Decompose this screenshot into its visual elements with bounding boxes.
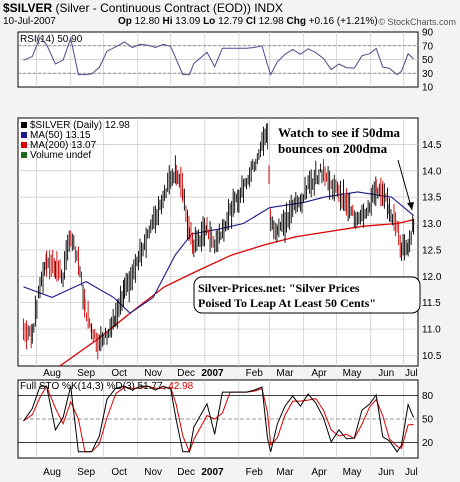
x-tick-label-top: Sep	[77, 368, 95, 379]
x-tick-label-bottom: 2007	[201, 467, 224, 478]
x-tick-label-top: 2007	[201, 368, 224, 379]
price-tick-label: 12.5	[422, 245, 442, 256]
close-label: Cl	[245, 16, 256, 27]
rsi-legend: RSI(14) 50.90	[20, 34, 83, 45]
change-value: +0.16 (+1.21%)	[308, 16, 378, 27]
sto-tick-label: 80	[422, 391, 434, 402]
annotation-watch-line: bounces on 200dma	[278, 141, 388, 156]
annotation-headline-box	[193, 276, 421, 314]
price-tick-label: 14.5	[422, 140, 442, 151]
watermark: © StockCharts.com	[378, 17, 456, 27]
x-tick-label-bottom: Nov	[144, 467, 162, 478]
high-value: 13.09	[175, 16, 201, 27]
symbol: $SILVER	[3, 1, 53, 15]
x-tick-label-bottom: Feb	[246, 467, 264, 478]
low-value: 12.79	[218, 16, 244, 27]
price-legend-entry: Volume undef	[30, 150, 91, 161]
x-tick-label-top: Jun	[378, 368, 394, 379]
price-tick-label: 10.5	[422, 351, 442, 362]
low-label: Lo	[203, 16, 216, 27]
x-tick-label-bottom: Jul	[405, 467, 418, 478]
price-legend-entry: MA(200) 13.07	[30, 140, 97, 151]
price-tick-label: 13.5	[422, 193, 442, 204]
sto-k-line	[23, 385, 415, 453]
x-tick-label-bottom: Mar	[276, 467, 294, 478]
x-tick-label-top: Dec	[177, 368, 195, 379]
open-value: 12.80	[134, 16, 160, 27]
legend-swatch	[21, 132, 27, 138]
annotation-watch-line: Watch to see if 50dma	[278, 125, 401, 140]
price-tick-label: 14.0	[422, 166, 442, 177]
chart-title: $SILVER (Silver - Continuous Contract (E…	[3, 1, 283, 15]
sto-legend-part: 42.98	[165, 381, 193, 392]
rsi-tick-label: 50	[422, 55, 434, 66]
x-tick-label-bottom: Apr	[311, 467, 327, 478]
high-label: Hi	[162, 16, 173, 27]
x-tick-label-top: Aug	[43, 368, 61, 379]
x-tick-label-top: Jul	[405, 368, 418, 379]
rsi-tick-label: 70	[422, 41, 434, 52]
price-tick-label: 11.5	[422, 298, 441, 309]
legend-swatch	[21, 122, 27, 128]
quote-date: 10-Jul-2007	[3, 16, 56, 27]
close-value: 12.98	[258, 16, 284, 27]
legend-swatch	[21, 152, 27, 158]
annotation-headline-line: Poised To Leap At Least 50 Cents"	[198, 296, 376, 310]
annotation-headline-line: Silver-Prices.net: "Silver Prices	[198, 281, 360, 295]
x-tick-label-top: Apr	[311, 368, 327, 379]
x-tick-label-top: May	[343, 368, 362, 379]
sto-legend-part: Full STO %K(14,3) %D(3) 51.77,	[20, 381, 165, 392]
quote-bar: Op 12.80 Hi 13.09 Lo 12.79 Cl 12.98 Chg …	[118, 16, 378, 27]
x-tick-label-bottom: May	[343, 467, 362, 478]
sto-legend: Full STO %K(14,3) %D(3) 51.77, 42.98	[20, 381, 194, 392]
ma200-line	[59, 219, 414, 367]
price-tick-label: 13.0	[422, 219, 442, 230]
x-tick-label-bottom: Dec	[177, 467, 195, 478]
x-tick-label-bottom: Sep	[77, 467, 95, 478]
x-tick-label-top: Feb	[246, 368, 264, 379]
annotation-headline: Silver-Prices.net: "Silver PricesPoised …	[198, 281, 376, 310]
legend-swatch	[21, 142, 27, 148]
x-tick-label-top: Mar	[276, 368, 294, 379]
rsi-tick-label: 10	[422, 83, 434, 94]
open-label: Op	[118, 16, 132, 27]
annotation-arrow	[397, 159, 413, 211]
annotation-arrowhead	[407, 202, 414, 210]
rsi-tick-label: 30	[422, 69, 434, 80]
rsi-tick-label: 90	[422, 28, 434, 39]
x-tick-label-top: Oct	[111, 368, 127, 379]
sto-tick-label: 50	[422, 415, 434, 426]
exchange: INDX	[254, 1, 283, 15]
price-legend-entry: MA(50) 13.15	[30, 130, 91, 141]
sto-tick-label: 20	[422, 438, 434, 449]
x-tick-label-bottom: Jun	[378, 467, 394, 478]
price-tick-label: 11.0	[422, 325, 441, 336]
price-legend-entry: $SILVER (Daily) 12.98	[30, 120, 130, 131]
symbol-description: (Silver - Continuous Contract (EOD))	[55, 1, 251, 15]
x-tick-label-top: Nov	[144, 368, 162, 379]
change-label: Chg	[286, 16, 306, 27]
price-tick-label: 12.0	[422, 272, 442, 283]
x-tick-label-bottom: Aug	[43, 467, 61, 478]
x-tick-label-bottom: Oct	[111, 467, 127, 478]
rsi-line	[23, 36, 414, 76]
